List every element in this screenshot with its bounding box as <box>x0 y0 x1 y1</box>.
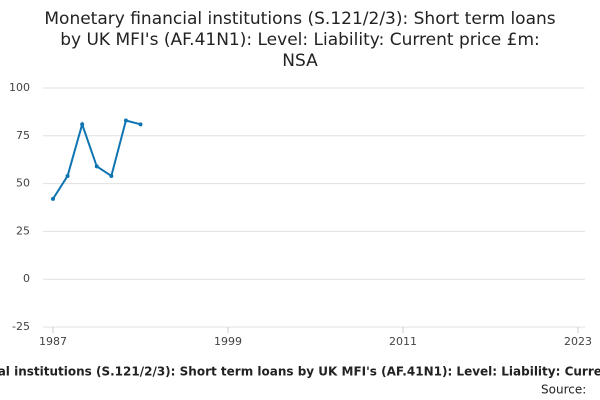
y-tick-label: 50 <box>16 177 30 190</box>
point <box>65 173 70 178</box>
line <box>52 119 141 200</box>
source: Source: <box>541 383 586 397</box>
chart-title: NSA <box>282 51 318 71</box>
point <box>138 122 143 127</box>
chart-title: by UK MFI's (AF.41N1): Level: Liability:… <box>60 30 540 50</box>
x-tick-label: 1999 <box>214 335 242 348</box>
y-tick-label: -25 <box>12 320 30 333</box>
point <box>51 196 55 201</box>
x-tick-label: 1987 <box>39 335 67 348</box>
point <box>94 164 99 169</box>
y-tick-label: 75 <box>16 129 30 142</box>
point <box>123 118 128 123</box>
point <box>80 122 85 127</box>
y-tick-label: 25 <box>16 224 30 237</box>
point <box>109 173 114 178</box>
x-tick-label: 2011 <box>389 335 417 348</box>
x-axis-label: Monetary financial institutions (S.121/2… <box>0 365 600 379</box>
x-tick-label: 2023 <box>564 335 592 348</box>
y-tick-label: 0 <box>23 272 30 285</box>
y-tick-label: 100 <box>9 81 30 94</box>
chart-title: Monetary financial institutions (S.121/2… <box>44 9 555 29</box>
